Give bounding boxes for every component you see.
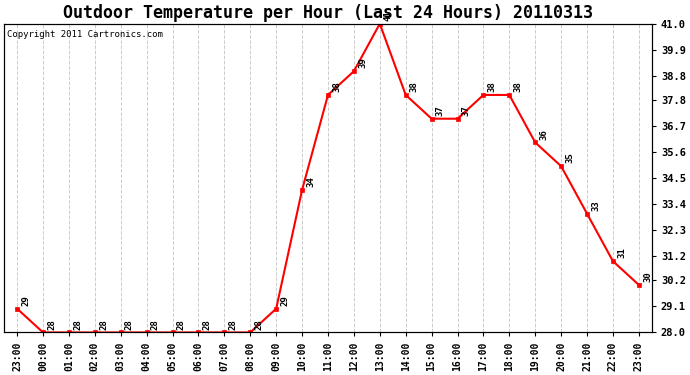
- Text: 33: 33: [591, 200, 600, 211]
- Text: 34: 34: [306, 176, 315, 187]
- Text: 29: 29: [280, 295, 289, 306]
- Text: 36: 36: [540, 129, 549, 140]
- Text: 28: 28: [73, 319, 82, 330]
- Text: 35: 35: [565, 153, 574, 164]
- Text: 39: 39: [358, 58, 367, 69]
- Text: 28: 28: [151, 319, 160, 330]
- Text: 37: 37: [436, 105, 445, 116]
- Text: 28: 28: [255, 319, 264, 330]
- Text: 31: 31: [617, 248, 626, 258]
- Title: Outdoor Temperature per Hour (Last 24 Hours) 20110313: Outdoor Temperature per Hour (Last 24 Ho…: [63, 4, 593, 22]
- Text: 28: 28: [125, 319, 134, 330]
- Text: 38: 38: [410, 81, 419, 92]
- Text: 28: 28: [228, 319, 237, 330]
- Text: 28: 28: [203, 319, 212, 330]
- Text: 28: 28: [99, 319, 108, 330]
- Text: 38: 38: [513, 81, 522, 92]
- Text: 38: 38: [488, 81, 497, 92]
- Text: Copyright 2011 Cartronics.com: Copyright 2011 Cartronics.com: [8, 30, 164, 39]
- Text: 41: 41: [384, 10, 393, 21]
- Text: 28: 28: [47, 319, 56, 330]
- Text: 37: 37: [462, 105, 471, 116]
- Text: 38: 38: [332, 81, 341, 92]
- Text: 30: 30: [643, 272, 652, 282]
- Text: 29: 29: [21, 295, 30, 306]
- Text: 28: 28: [177, 319, 186, 330]
